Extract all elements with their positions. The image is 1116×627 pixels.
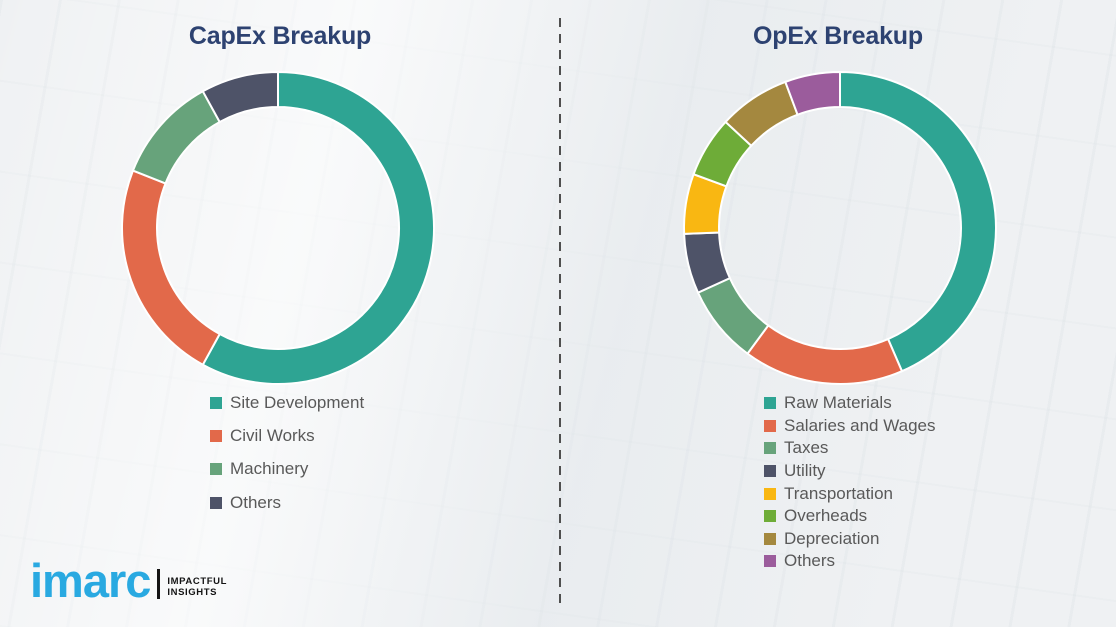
legend-item: Taxes — [764, 437, 936, 460]
legend-item: Machinery — [210, 453, 364, 486]
imarc-logo-wordmark: imarc — [30, 554, 151, 607]
legend-item: Civil Works — [210, 419, 364, 452]
legend-label: Overheads — [784, 506, 868, 526]
legend-swatch — [210, 496, 222, 509]
opex-chart-title: OpEx Breakup — [753, 22, 923, 50]
legend-item: Depreciation — [764, 528, 936, 551]
legend-label: Others — [784, 551, 836, 571]
legend-label: Others — [230, 492, 282, 512]
legend-swatch — [764, 465, 776, 478]
legend-swatch — [764, 419, 776, 432]
imarc-tagline-line2: INSIGHTS — [167, 587, 218, 598]
legend-item: Overheads — [764, 505, 936, 528]
legend-swatch — [210, 430, 222, 443]
legend-label: Machinery — [230, 459, 309, 479]
legend-label: Transportation — [784, 483, 893, 503]
donut-segment-machinery — [131, 89, 222, 185]
donut-segment-others — [784, 70, 841, 116]
legend-item: Others — [764, 550, 936, 573]
opex-donut-chart — [683, 70, 997, 385]
legend-label: Site Development — [230, 392, 365, 412]
donut-segment-raw-materials — [839, 70, 997, 373]
dashed-divider — [559, 18, 561, 606]
legend-swatch — [764, 555, 776, 568]
legend-swatch — [210, 396, 222, 409]
imarc-logo-tagline: IMPACTFUL INSIGHTS — [167, 576, 227, 600]
legend-label: Raw Materials — [784, 393, 892, 413]
legend-swatch — [210, 463, 222, 476]
legend-item: Others — [210, 486, 364, 519]
donut-segment-others — [201, 70, 279, 124]
capex-legend: Site Development Civil Works Machinery Othe… — [210, 386, 364, 520]
capex-chart-title: CapEx Breakup — [188, 22, 372, 50]
imarc-logo-separator — [157, 569, 161, 599]
imarc-logo: imarc IMPACTFUL INSIGHTS — [30, 554, 227, 607]
legend-label: Taxes — [784, 438, 829, 458]
donut-segment-site-development — [201, 70, 435, 385]
legend-label: Civil Works — [230, 426, 315, 446]
donut-segment-salaries-and-wages — [746, 324, 904, 385]
legend-swatch — [764, 532, 776, 545]
legend-swatch — [764, 487, 776, 500]
legend-swatch — [764, 510, 776, 523]
legend-label: Utility — [784, 461, 826, 481]
legend-item: Site Development — [210, 386, 364, 419]
legend-item: Raw Materials — [764, 392, 936, 415]
opex-legend: Raw Materials Salaries and Wages Taxes Util… — [764, 392, 936, 573]
legend-label: Salaries and Wages — [784, 415, 936, 435]
legend-swatch — [764, 397, 776, 410]
imarc-tagline-line1: IMPACTFUL — [167, 576, 227, 587]
legend-swatch — [764, 442, 776, 455]
legend-item: Transportation — [764, 482, 936, 505]
donut-segment-civil-works — [121, 169, 222, 367]
capex-donut-chart — [121, 70, 435, 385]
legend-label: Depreciation — [784, 528, 880, 548]
legend-item: Utility — [764, 460, 936, 483]
legend-item: Salaries and Wages — [764, 415, 936, 438]
